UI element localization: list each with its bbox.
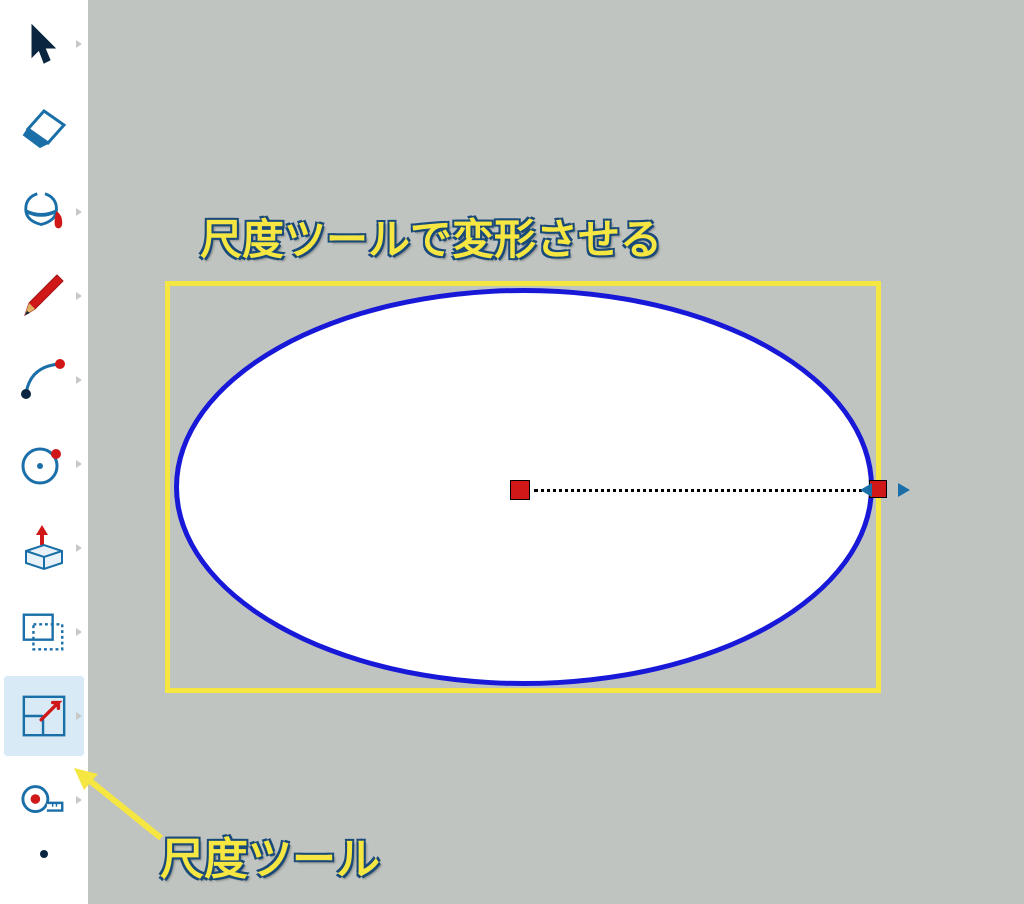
- select-tool[interactable]: [4, 4, 84, 84]
- scale-icon: [20, 692, 68, 740]
- arc-icon: [20, 356, 68, 404]
- circle-tool[interactable]: [4, 424, 84, 504]
- circle-icon: [20, 440, 68, 488]
- paint-bucket-icon: [20, 188, 68, 236]
- pencil-tool[interactable]: [4, 256, 84, 336]
- select-icon: [20, 20, 68, 68]
- arc-tool[interactable]: [4, 340, 84, 420]
- expand-icon: [76, 208, 82, 216]
- expand-icon: [76, 712, 82, 720]
- offset-tool[interactable]: [4, 592, 84, 672]
- center-handle[interactable]: [510, 480, 530, 500]
- scale-cursor-icon: [858, 479, 912, 506]
- expand-icon: [76, 40, 82, 48]
- canvas-area[interactable]: 尺度ツールで変形させる 尺度ツール: [88, 0, 1024, 904]
- push-pull-tool[interactable]: [4, 508, 84, 588]
- expand-icon: [76, 628, 82, 636]
- expand-icon: [76, 544, 82, 552]
- expand-icon: [76, 460, 82, 468]
- scale-guide-line: [534, 489, 870, 492]
- tape-measure-icon: [20, 776, 68, 824]
- paint-bucket-tool[interactable]: [4, 172, 84, 252]
- push-pull-icon: [20, 524, 68, 572]
- annotation-tool-label: 尺度ツール: [160, 823, 380, 887]
- scale-tool[interactable]: [4, 676, 84, 756]
- eraser-tool[interactable]: [4, 88, 84, 168]
- offset-icon: [20, 608, 68, 656]
- more-icon: [20, 844, 68, 864]
- pencil-icon: [20, 272, 68, 320]
- expand-icon: [76, 376, 82, 384]
- annotation-title: 尺度ツールで変形させる: [200, 206, 662, 267]
- expand-icon: [76, 292, 82, 300]
- eraser-icon: [20, 104, 68, 152]
